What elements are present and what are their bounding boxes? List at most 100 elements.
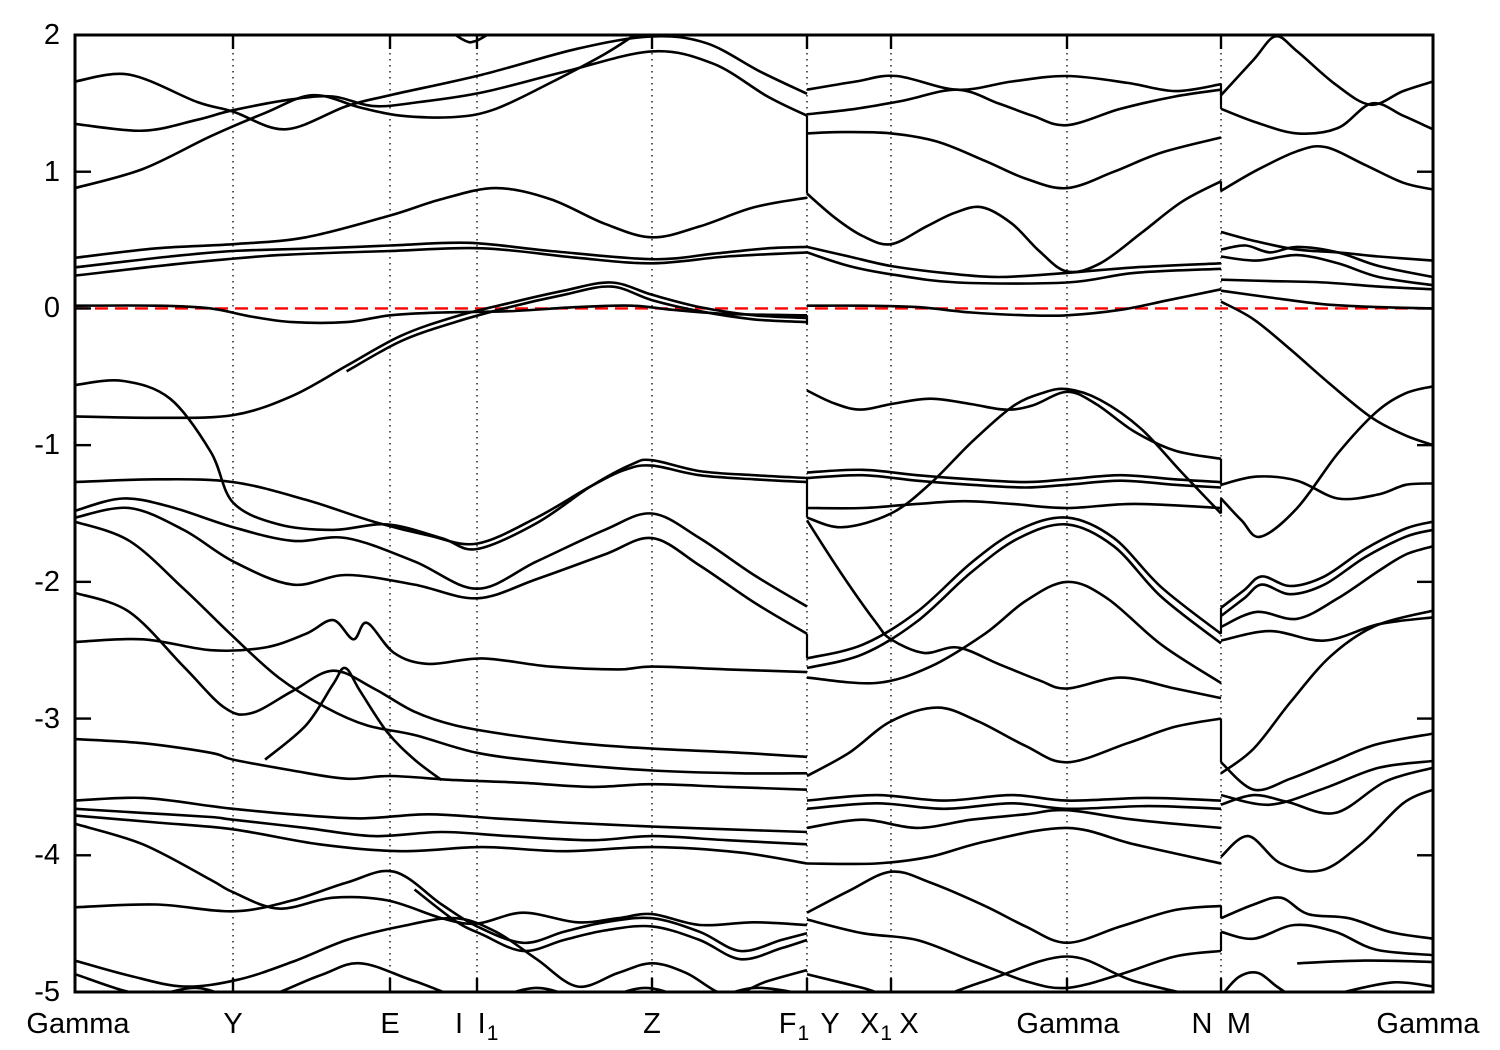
energy-band-curve — [75, 241, 808, 269]
x-axis-label-i1: I1 — [477, 1008, 499, 1045]
energy-band-curve — [345, 285, 808, 373]
energy-band-curve — [806, 288, 1222, 318]
energy-bands — [75, 35, 1433, 992]
x-axis-label-z: Z — [643, 1008, 661, 1040]
energy-band-curve — [806, 245, 1222, 279]
x-axis-label-e: E — [380, 1008, 400, 1040]
energy-band-curve — [1220, 385, 1433, 539]
y-axis-label--5: -5 — [34, 976, 60, 1008]
energy-band-curve — [806, 808, 1222, 830]
x-axis-label-gamma: Gamma — [26, 1008, 130, 1040]
y-axis-label--4: -4 — [34, 839, 60, 872]
energy-band-curve — [1220, 35, 1433, 107]
energy-band-curve — [75, 49, 808, 133]
energy-band-curve — [75, 464, 808, 546]
energy-band-curve — [806, 180, 1222, 274]
x-axis-label-x1: X1 — [859, 1008, 893, 1045]
energy-band-curve — [1220, 520, 1433, 609]
x-axis-label-subscript: 1 — [797, 1022, 810, 1045]
energy-band-curve — [1220, 289, 1433, 310]
x-axis-label-y: Y — [820, 1008, 840, 1040]
energy-band-curve — [75, 35, 808, 131]
energy-band-curve — [806, 473, 1222, 489]
energy-band-curve — [806, 389, 1222, 461]
energy-band-curve — [75, 281, 808, 420]
energy-band-curve — [75, 961, 799, 992]
energy-band-curve — [75, 869, 808, 953]
y-axis-label-0: 0 — [43, 292, 60, 325]
energy-band-curve — [806, 468, 1222, 484]
energy-band-curve — [1220, 896, 1433, 940]
energy-band-curve — [1220, 732, 1433, 792]
energy-band-curve — [75, 814, 808, 865]
energy-band-curve — [75, 618, 808, 674]
energy-band-curve — [1220, 253, 1433, 287]
energy-band-curve — [75, 916, 808, 992]
energy-band-curve — [806, 580, 1222, 685]
energy-band-curve — [806, 826, 1222, 866]
energy-band-curve — [75, 379, 808, 551]
energy-band-curve — [75, 304, 808, 325]
energy-band-curve — [806, 870, 1222, 945]
energy-band-curve — [1338, 980, 1433, 992]
energy-band-curve — [413, 888, 808, 961]
y-axis-label--3: -3 — [34, 702, 60, 735]
x-axis-label-m: M — [1226, 1008, 1252, 1040]
energy-band-curve — [806, 918, 1222, 990]
energy-band-curve — [806, 499, 1222, 510]
x-axis-label-subscript: 1 — [486, 1022, 499, 1045]
y-axis-label-2: 2 — [43, 19, 60, 51]
energy-band-curve — [806, 706, 1222, 778]
energy-band-curve — [1220, 609, 1433, 775]
energy-band-curve — [1220, 278, 1433, 291]
energy-band-curve — [806, 130, 1222, 190]
energy-band-curve — [75, 506, 808, 635]
x-axis-label-y: Y — [223, 1008, 243, 1040]
energy-band-curve — [75, 246, 808, 277]
energy-band-curve — [1220, 528, 1433, 618]
energy-band-curve — [806, 516, 1222, 660]
x-axis-label-gamma: Gamma — [1376, 1008, 1480, 1040]
energy-band-curve — [1220, 475, 1433, 501]
energy-band-curve — [75, 497, 808, 608]
energy-band-curve — [1220, 244, 1433, 279]
energy-band-curve — [453, 35, 490, 44]
energy-band-curve — [806, 522, 1222, 670]
energy-band-curve — [75, 35, 637, 190]
energy-band-curve — [264, 666, 443, 782]
energy-band-curve — [806, 955, 1184, 992]
energy-band-curve — [75, 796, 808, 834]
energy-band-curve — [806, 387, 1222, 529]
energy-band-curve — [1220, 545, 1433, 629]
x-axis-label-subscript: 1 — [880, 1022, 893, 1045]
energy-band-curve — [1220, 144, 1433, 193]
energy-band-curve — [805, 519, 1222, 700]
energy-band-curve — [806, 88, 1222, 127]
energy-band-curve — [75, 807, 808, 846]
kpoint-gridlines — [232, 35, 1222, 992]
y-axis-label--1: -1 — [34, 429, 60, 462]
axis-ticks — [75, 33, 1433, 994]
energy-band-curve — [1220, 300, 1433, 447]
energy-band-curve — [1220, 766, 1433, 815]
energy-band-curve — [1297, 959, 1433, 965]
x-axis-label-x: X — [899, 1008, 919, 1040]
x-axis-label-gamma: Gamma — [1016, 1008, 1120, 1040]
energy-band-curve — [1220, 759, 1433, 807]
energy-band-curve — [1220, 616, 1433, 642]
energy-band-curve — [806, 793, 1222, 802]
y-axis-label--2: -2 — [34, 565, 60, 598]
panel-boundary-connectors — [805, 84, 1223, 951]
energy-band-curve — [1222, 971, 1288, 992]
x-axis-label-i: I — [454, 1008, 464, 1040]
x-axis-label-f1: F1 — [778, 1008, 810, 1045]
energy-band-curve — [806, 801, 1222, 811]
energy-band-curve — [806, 74, 1222, 93]
energy-band-curve — [75, 737, 808, 791]
energy-band-curve — [75, 591, 808, 759]
y-axis-label-1: 1 — [43, 155, 60, 188]
energy-band-curve — [1220, 101, 1433, 135]
energy-band-curve — [806, 251, 1222, 285]
